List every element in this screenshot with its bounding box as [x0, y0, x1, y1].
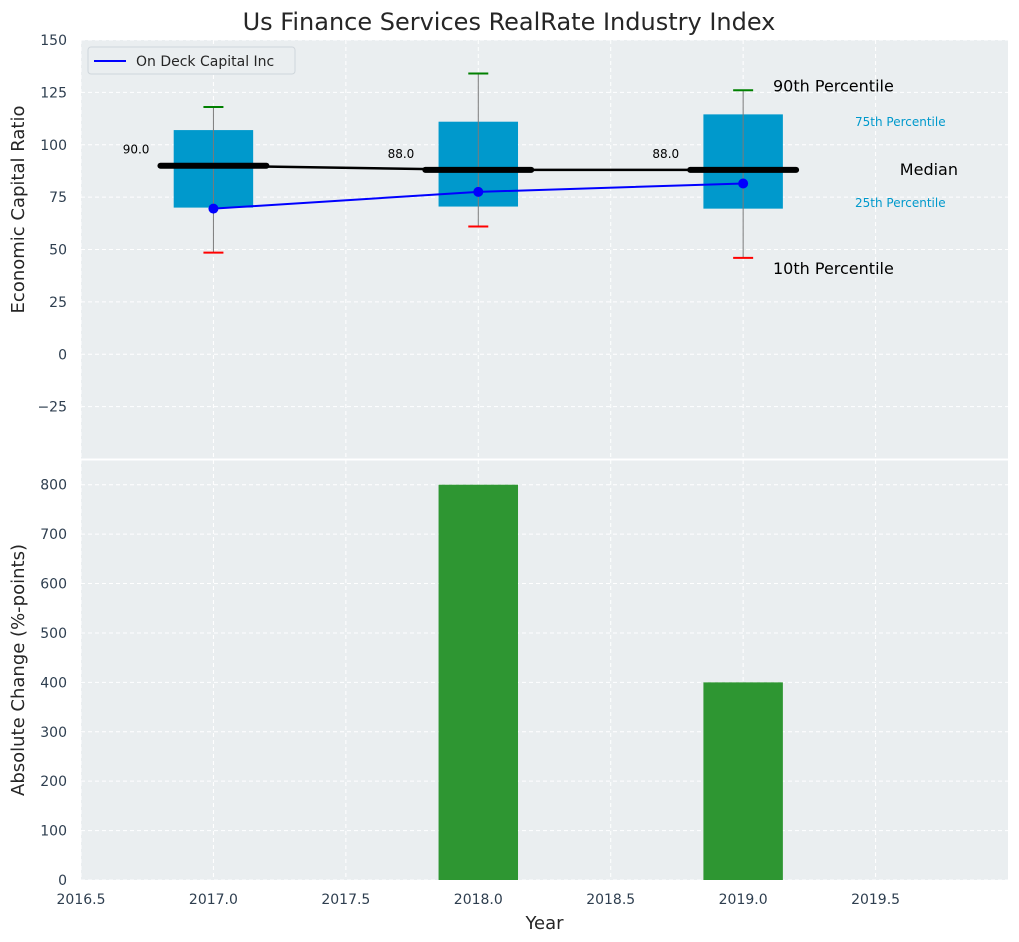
y-tick-label: −25: [37, 400, 67, 416]
x-tick-label: 2018.5: [586, 892, 635, 908]
box-plot-panel: −25 0 25 50 75 100 125 150 Economic Capital Rati…: [8, 33, 1008, 459]
p90-annotation: 90th Percentile: [773, 76, 894, 95]
legend-box: [87, 46, 296, 75]
p25-annotation: 25th Percentile: [855, 196, 946, 210]
y-tick-label: 300: [40, 725, 67, 741]
y-tick-label: 200: [40, 774, 67, 790]
legend: On Deck Capital Inc: [87, 46, 296, 75]
x-axis-label: Year: [524, 913, 564, 934]
p10-annotation: 10th Percentile: [773, 259, 894, 278]
x-tick-label: 2018.0: [454, 892, 503, 908]
y-tick-label: 75: [49, 190, 67, 206]
x-tick-label: 2017.5: [321, 892, 370, 908]
x-tick-label: 2019.0: [719, 892, 768, 908]
x-tick-label: 2017.0: [189, 892, 238, 908]
median-annotation: Median: [900, 160, 958, 179]
y-tick-label: 0: [58, 347, 67, 363]
y-axis-label-top: Economic Capital Ratio: [8, 106, 29, 314]
series-point: [473, 186, 484, 197]
y-tick-label: 50: [49, 243, 67, 259]
y-tick-label: 25: [49, 295, 67, 311]
change-bar: [703, 682, 783, 880]
y-axis-label-bottom: Absolute Change (%-points): [8, 544, 29, 796]
x-tick-label: 2016.5: [57, 892, 106, 908]
y-tick-label: 125: [40, 85, 67, 101]
series-point: [208, 203, 219, 214]
y-tick-label: 400: [40, 675, 67, 691]
chart-title: Us Finance Services RealRate Industry In…: [243, 8, 776, 36]
change-bar: [438, 484, 519, 880]
y-tick-label: 0: [58, 873, 67, 889]
y-tick-label: 100: [40, 138, 67, 154]
y-tick-label: 100: [40, 824, 67, 840]
plot-area-bottom: [81, 460, 1008, 880]
y-tick-label: 700: [40, 527, 67, 543]
bar-chart-panel: 0 100 200 300 400 500 600 700 800 2016.5 2017.0 201…: [8, 460, 1008, 934]
y-tick-label: 150: [40, 33, 67, 49]
median-trend-line: [213, 164, 744, 172]
x-tick-label: 2019.5: [851, 892, 900, 908]
y-tick-label: 500: [40, 626, 67, 642]
series-point: [738, 178, 749, 189]
median-value-label: 90.0: [123, 143, 150, 157]
median-value-label: 88.0: [388, 147, 415, 161]
median-value-label: 88.0: [652, 147, 679, 161]
legend-entry: On Deck Capital Inc: [136, 54, 274, 70]
y-tick-label: 800: [40, 478, 67, 494]
p75-annotation: 75th Percentile: [855, 115, 946, 129]
y-tick-label: 600: [40, 577, 67, 593]
